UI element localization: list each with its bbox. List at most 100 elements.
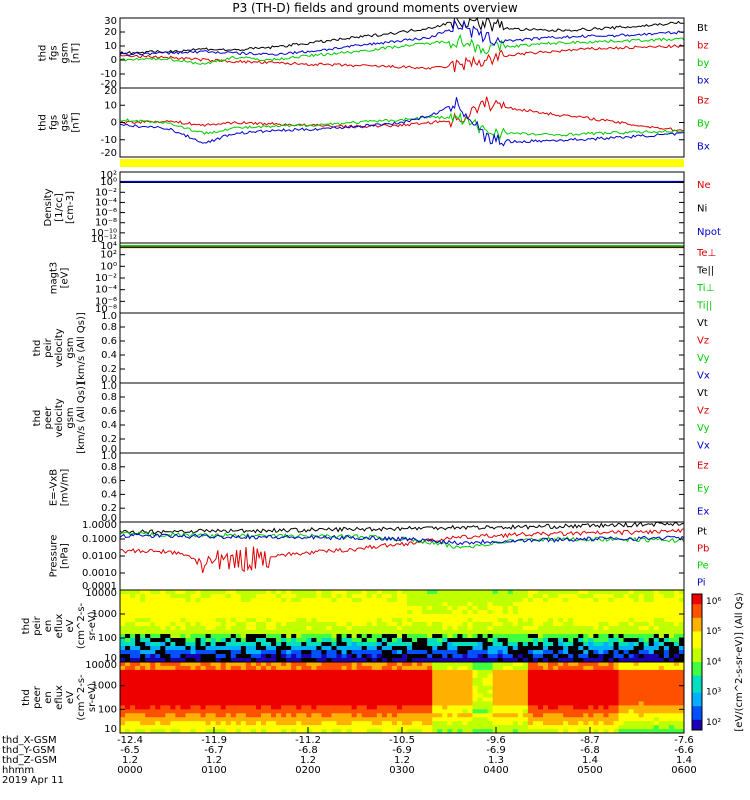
- spectrogram-pixel: [407, 685, 413, 691]
- spectrogram-pixel: [321, 677, 327, 683]
- spectrogram-pixel: [225, 685, 232, 691]
- spectrogram-pixel: [663, 630, 670, 635]
- spectrogram-pixel: [663, 634, 670, 639]
- spectrogram-pixel: [402, 638, 408, 643]
- spectrogram-pixel: [346, 590, 353, 595]
- spectrogram-pixel: [130, 658, 136, 663]
- spectrogram-pixel: [215, 594, 222, 599]
- spectrogram-pixel: [482, 701, 489, 706]
- spectrogram-pixel: [276, 681, 282, 687]
- spectrogram-pixel: [336, 689, 343, 695]
- spectrogram-pixel: [391, 689, 398, 695]
- spectrogram-pixel: [673, 646, 680, 651]
- spectrogram-pixel: [240, 677, 247, 683]
- spectrogram-pixel: [230, 630, 237, 635]
- spectrogram-pixel: [467, 654, 473, 659]
- spectrogram-pixel: [462, 622, 468, 627]
- spectrogram-pixel: [517, 626, 524, 631]
- spectrogram-pixel: [678, 626, 685, 631]
- spectrogram-pixel: [452, 594, 458, 599]
- spectrogram-pixel: [553, 590, 559, 595]
- spectrogram-pixel: [296, 673, 302, 679]
- spectrogram-pixel: [437, 606, 443, 611]
- spectrogram-pixel: [502, 602, 509, 607]
- spectrogram-pixel: [497, 594, 504, 599]
- spectrogram-pixel: [452, 626, 458, 631]
- spectrogram-pixel: [140, 662, 146, 667]
- spectrogram-pixel: [537, 614, 544, 619]
- spectrogram-pixel: [658, 721, 665, 726]
- spectrogram-pixel: [276, 669, 282, 675]
- spectrogram-pixel: [286, 646, 292, 651]
- spectrogram-pixel: [296, 638, 302, 643]
- spectrogram-pixel: [407, 614, 413, 619]
- spectrogram-pixel: [487, 610, 494, 615]
- spectrogram-pixel: [155, 725, 161, 730]
- spectrogram-pixel: [578, 650, 584, 655]
- spectrogram-pixel: [230, 665, 237, 671]
- spectrogram-pixel: [125, 713, 131, 718]
- spectrogram-pixel: [457, 590, 463, 595]
- spectrogram-pixel: [638, 642, 645, 647]
- spectrogram-pixel: [588, 693, 594, 698]
- spectrogram-pixel: [543, 669, 549, 675]
- spectrogram-pixel: [522, 654, 529, 659]
- spectrogram-pixel: [281, 646, 287, 651]
- spectrogram-pixel: [422, 662, 428, 667]
- spectrogram-pixel: [255, 669, 262, 675]
- colorbar-segment: [692, 672, 702, 677]
- spectrogram-pixel: [447, 693, 453, 698]
- spectrogram-pixel: [623, 594, 630, 599]
- spectrogram-pixel: [155, 638, 161, 643]
- spectrogram-pixel: [422, 622, 428, 627]
- spectrogram-pixel: [281, 665, 287, 671]
- spectrogram-pixel: [633, 658, 640, 663]
- spectrogram-pixel: [346, 705, 353, 710]
- spectrogram-pixel: [125, 725, 131, 730]
- spectrogram-pixel: [623, 658, 630, 663]
- spectrogram-pixel: [457, 701, 463, 706]
- spectrogram-pixel: [402, 697, 408, 702]
- spectrogram-pixel: [633, 598, 640, 603]
- spectrogram-pixel: [548, 614, 554, 619]
- spectrogram-pixel: [623, 689, 630, 695]
- spectrogram-pixel: [296, 693, 302, 698]
- spectrogram-pixel: [412, 681, 418, 687]
- spectrogram-pixel: [180, 689, 186, 695]
- spectrogram-pixel: [532, 606, 539, 611]
- spectrogram-pixel: [623, 729, 630, 734]
- spectrogram-pixel: [563, 709, 569, 714]
- spectrogram-pixel: [412, 717, 418, 722]
- spectrogram-pixel: [180, 634, 186, 639]
- spectrogram-pixel: [195, 693, 202, 698]
- spectrogram-pixel: [653, 650, 660, 655]
- spectrogram-pixel: [235, 697, 242, 702]
- spectrogram-pixel: [492, 622, 499, 627]
- spectrogram-pixel: [336, 598, 343, 603]
- spectrogram-pixel: [427, 725, 433, 730]
- spectrogram-pixel: [618, 721, 625, 726]
- spectrogram-pixel: [261, 654, 267, 659]
- spectrogram-pixel: [537, 717, 544, 722]
- spectrogram-pixel: [638, 606, 645, 611]
- spectrogram-pixel: [130, 729, 136, 734]
- spectrogram-pixel: [341, 677, 348, 683]
- spectrogram-pixel: [210, 614, 217, 619]
- spectrogram-pixel: [170, 646, 176, 651]
- spectrogram-pixel: [220, 673, 227, 679]
- spectrogram-pixel: [150, 610, 156, 615]
- spectrogram-pixel: [376, 717, 383, 722]
- spectrogram-pixel: [220, 729, 227, 734]
- spectrogram-pixel: [447, 654, 453, 659]
- spectrogram-pixel: [326, 606, 332, 611]
- spectrogram-pixel: [316, 658, 322, 663]
- spectrogram-pixel: [668, 610, 675, 615]
- spectrogram-pixel: [250, 658, 257, 663]
- spectrogram-pixel: [245, 650, 252, 655]
- spectrogram-pixel: [321, 685, 327, 691]
- spectrogram-pixel: [215, 598, 222, 603]
- spectrogram-pixel: [321, 673, 327, 679]
- spectrogram-pixel: [210, 662, 217, 667]
- spectrogram-pixel: [175, 638, 181, 643]
- spectrogram-pixel: [316, 626, 322, 631]
